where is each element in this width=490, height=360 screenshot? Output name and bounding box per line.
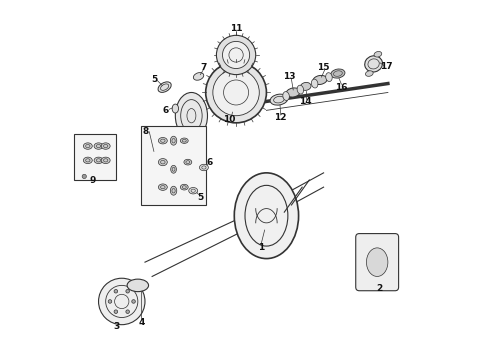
Text: 16: 16 — [335, 83, 348, 92]
Ellipse shape — [83, 157, 92, 163]
Ellipse shape — [175, 93, 207, 139]
Text: 10: 10 — [223, 115, 235, 124]
Ellipse shape — [300, 82, 311, 90]
Text: 4: 4 — [138, 318, 145, 327]
Circle shape — [132, 300, 135, 303]
Circle shape — [108, 300, 112, 303]
Text: 14: 14 — [299, 97, 312, 106]
Ellipse shape — [270, 94, 288, 105]
Ellipse shape — [171, 165, 176, 173]
Text: 15: 15 — [318, 63, 330, 72]
Ellipse shape — [326, 73, 332, 82]
Text: 12: 12 — [274, 113, 287, 122]
Ellipse shape — [184, 159, 192, 165]
Circle shape — [114, 310, 118, 314]
Text: 3: 3 — [113, 322, 120, 331]
Ellipse shape — [283, 92, 289, 100]
Ellipse shape — [83, 143, 92, 149]
Ellipse shape — [171, 186, 177, 195]
Ellipse shape — [365, 56, 383, 72]
Text: 9: 9 — [90, 176, 97, 185]
Ellipse shape — [313, 75, 327, 85]
Bar — [74, 134, 117, 180]
Text: 17: 17 — [380, 62, 392, 71]
Ellipse shape — [312, 79, 318, 88]
Ellipse shape — [158, 184, 167, 190]
Ellipse shape — [101, 157, 110, 163]
Text: 6: 6 — [163, 106, 169, 115]
Text: 13: 13 — [283, 72, 296, 81]
Ellipse shape — [286, 88, 300, 97]
Text: 5: 5 — [197, 193, 203, 202]
Ellipse shape — [94, 157, 103, 163]
Ellipse shape — [194, 73, 204, 80]
Ellipse shape — [171, 136, 177, 145]
Ellipse shape — [172, 104, 178, 113]
Ellipse shape — [374, 51, 382, 57]
Ellipse shape — [94, 143, 103, 149]
Ellipse shape — [366, 71, 373, 76]
Circle shape — [217, 35, 256, 75]
Circle shape — [98, 278, 145, 325]
Ellipse shape — [234, 173, 298, 258]
Text: 11: 11 — [230, 24, 243, 33]
Ellipse shape — [101, 143, 110, 149]
Text: 1: 1 — [258, 243, 264, 252]
Ellipse shape — [180, 184, 188, 190]
Ellipse shape — [158, 138, 167, 144]
Text: 6: 6 — [206, 158, 212, 167]
Ellipse shape — [367, 248, 388, 276]
Circle shape — [126, 310, 129, 314]
Bar — [142, 126, 206, 205]
Ellipse shape — [158, 82, 171, 93]
Ellipse shape — [189, 188, 197, 194]
Circle shape — [82, 174, 86, 179]
Circle shape — [206, 62, 267, 123]
Circle shape — [114, 289, 118, 293]
Circle shape — [222, 41, 249, 68]
Text: 5: 5 — [151, 76, 157, 85]
Ellipse shape — [331, 69, 345, 78]
Ellipse shape — [127, 279, 148, 292]
Circle shape — [126, 289, 129, 293]
Circle shape — [213, 69, 259, 116]
FancyBboxPatch shape — [356, 234, 398, 291]
Text: 2: 2 — [376, 284, 382, 293]
Ellipse shape — [199, 164, 208, 171]
Ellipse shape — [180, 138, 188, 143]
Text: 8: 8 — [143, 127, 149, 136]
Ellipse shape — [158, 158, 167, 166]
Ellipse shape — [297, 85, 304, 94]
Text: 7: 7 — [201, 63, 207, 72]
